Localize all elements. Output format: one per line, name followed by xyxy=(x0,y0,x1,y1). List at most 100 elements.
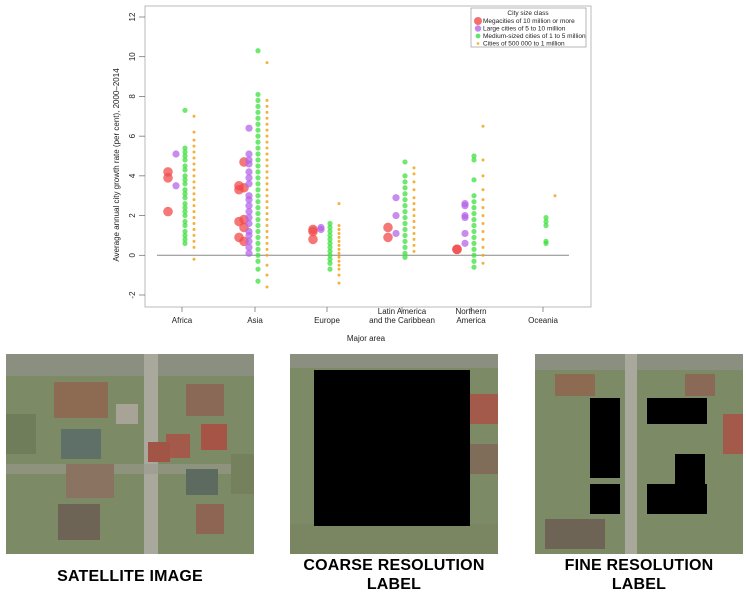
data-point xyxy=(265,110,269,114)
data-point xyxy=(192,138,196,142)
data-point xyxy=(392,211,400,220)
x-tick-label: Africa xyxy=(172,316,193,325)
data-point xyxy=(265,206,269,210)
data-point xyxy=(327,248,333,254)
growth-rate-chart: -2 0 2 4 6 8 10 12 Africa Asia Europe Latin Americ… xyxy=(112,5,592,343)
data-point xyxy=(255,193,261,199)
data-point xyxy=(337,247,341,251)
data-point xyxy=(182,205,188,211)
data-point xyxy=(383,222,393,233)
data-point xyxy=(265,200,269,204)
data-point xyxy=(255,199,261,205)
data-point xyxy=(163,206,173,217)
data-point xyxy=(245,231,253,240)
data-point xyxy=(265,176,269,180)
data-point xyxy=(192,222,196,226)
data-point xyxy=(471,252,477,258)
data-point xyxy=(402,254,408,260)
x-tick-label: Northern America xyxy=(455,307,486,325)
data-point xyxy=(192,162,196,166)
data-point xyxy=(412,172,416,176)
data-point xyxy=(245,249,253,257)
data-point xyxy=(192,192,196,196)
data-point xyxy=(265,273,269,277)
data-point xyxy=(471,210,477,217)
data-point xyxy=(265,235,269,239)
data-point xyxy=(481,206,485,210)
data-point xyxy=(182,157,188,163)
data-point xyxy=(192,144,196,148)
data-point xyxy=(265,152,269,156)
data-point xyxy=(383,232,393,243)
y-axis-label: Average annual city growth rate (per cen… xyxy=(112,68,121,262)
satellite-image xyxy=(6,354,254,554)
data-point xyxy=(481,261,485,265)
data-point xyxy=(192,216,196,220)
data-point xyxy=(265,140,269,144)
data-point xyxy=(337,224,341,227)
data-point xyxy=(402,159,408,165)
data-point xyxy=(337,273,341,277)
data-point xyxy=(461,229,469,238)
legend-swatch xyxy=(475,33,481,39)
x-tick-label: Latin America and the Caribbean xyxy=(369,307,435,325)
data-point xyxy=(392,194,400,202)
data-point xyxy=(245,150,253,158)
data-point xyxy=(255,278,261,284)
data-point xyxy=(461,202,469,210)
data-point xyxy=(337,255,341,259)
data-point xyxy=(337,259,341,263)
satellite-image-panel xyxy=(6,354,254,554)
data-point xyxy=(481,174,485,178)
data-point xyxy=(402,209,408,215)
data-point xyxy=(402,185,408,191)
data-point xyxy=(337,231,341,235)
coarse-label-image xyxy=(290,354,498,554)
data-point xyxy=(265,128,269,132)
data-point xyxy=(337,235,341,239)
data-point xyxy=(412,225,416,229)
data-point xyxy=(402,173,408,179)
data-point xyxy=(265,247,269,251)
data-point xyxy=(265,188,269,192)
legend: City size class Megacities of 10 million… xyxy=(470,7,587,48)
data-point xyxy=(402,197,408,203)
data-point xyxy=(265,212,269,216)
data-point xyxy=(308,234,318,245)
data-point xyxy=(481,245,485,249)
legend-entry-label: Megacities of 10 million or more xyxy=(483,18,575,25)
data-point xyxy=(543,214,549,221)
x-tick-label: Oceania xyxy=(528,316,558,325)
caption-coarse-label: COARSE RESOLUTION LABEL xyxy=(303,557,485,593)
y-tick-label: 2 xyxy=(128,213,137,218)
data-point xyxy=(172,150,180,158)
data-point xyxy=(192,150,196,154)
data-point xyxy=(255,210,261,217)
data-point xyxy=(265,218,269,222)
data-point xyxy=(265,122,269,126)
data-point xyxy=(481,124,485,128)
legend-title: City size class xyxy=(507,10,549,17)
data-point xyxy=(192,239,196,243)
fine-mask-b xyxy=(647,398,707,424)
data-point xyxy=(265,229,269,233)
data-point xyxy=(402,179,408,185)
data-point xyxy=(192,227,196,231)
y-tick-label: 12 xyxy=(128,12,137,21)
data-point xyxy=(245,219,253,228)
fine-mask-a xyxy=(590,398,620,478)
x-tick-label: Asia xyxy=(247,316,263,325)
data-point xyxy=(471,222,477,229)
data-point xyxy=(182,209,188,215)
data-point xyxy=(265,263,269,267)
legend-entry-label: Medium-sized cities of 1 to 5 million xyxy=(483,33,586,40)
data-point xyxy=(182,167,188,173)
data-point xyxy=(255,115,261,121)
data-point xyxy=(402,203,408,209)
data-point xyxy=(255,175,261,181)
data-point xyxy=(265,134,269,138)
data-point xyxy=(245,243,253,251)
legend-entry-label: Large cities of 5 to 10 million xyxy=(483,26,566,33)
data-point xyxy=(265,61,269,65)
